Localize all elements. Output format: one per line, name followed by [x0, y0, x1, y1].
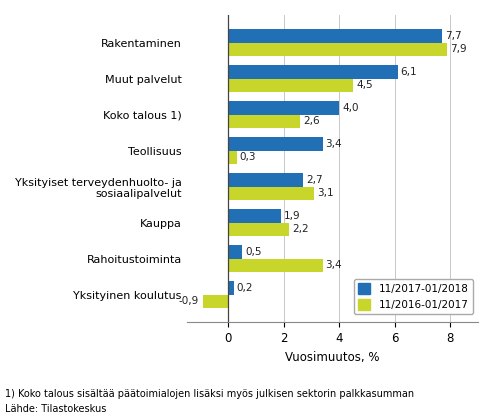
Bar: [228, 29, 442, 43]
Text: 2,2: 2,2: [292, 225, 309, 235]
Bar: [228, 209, 281, 223]
Text: Lähde: Tilastokeskus: Lähde: Tilastokeskus: [5, 404, 106, 414]
Text: 4,0: 4,0: [342, 103, 358, 113]
Bar: [228, 115, 300, 128]
Bar: [228, 151, 237, 164]
Bar: [228, 43, 448, 56]
Text: 3,4: 3,4: [325, 260, 342, 270]
Text: 2,6: 2,6: [303, 116, 320, 126]
Text: 1) Koko talous sisältää päätoimialojen lisäksi myös julkisen sektorin palkkasumm: 1) Koko talous sisältää päätoimialojen l…: [5, 389, 414, 399]
Text: 1,9: 1,9: [284, 211, 300, 221]
Text: 2,7: 2,7: [306, 175, 322, 185]
Text: 4,5: 4,5: [356, 80, 373, 91]
Text: 3,1: 3,1: [317, 188, 334, 198]
Bar: [228, 137, 322, 151]
Bar: [228, 259, 322, 272]
Text: 0,5: 0,5: [245, 247, 261, 257]
Bar: [228, 223, 289, 236]
X-axis label: Vuosimuutos, %: Vuosimuutos, %: [285, 351, 380, 364]
Text: 3,4: 3,4: [325, 139, 342, 149]
Bar: [228, 65, 397, 79]
Bar: [228, 187, 315, 201]
Text: 7,7: 7,7: [445, 31, 461, 41]
Bar: [204, 295, 228, 308]
Bar: [228, 79, 353, 92]
Bar: [228, 245, 242, 259]
Text: 6,1: 6,1: [400, 67, 417, 77]
Bar: [228, 101, 339, 115]
Text: 0,3: 0,3: [240, 153, 256, 163]
Legend: 11/2017-01/2018, 11/2016-01/2017: 11/2017-01/2018, 11/2016-01/2017: [354, 279, 473, 314]
Text: 7,9: 7,9: [450, 45, 467, 54]
Bar: [228, 173, 303, 187]
Text: 0,2: 0,2: [237, 283, 253, 293]
Text: -0,9: -0,9: [179, 297, 199, 307]
Bar: [228, 281, 234, 295]
